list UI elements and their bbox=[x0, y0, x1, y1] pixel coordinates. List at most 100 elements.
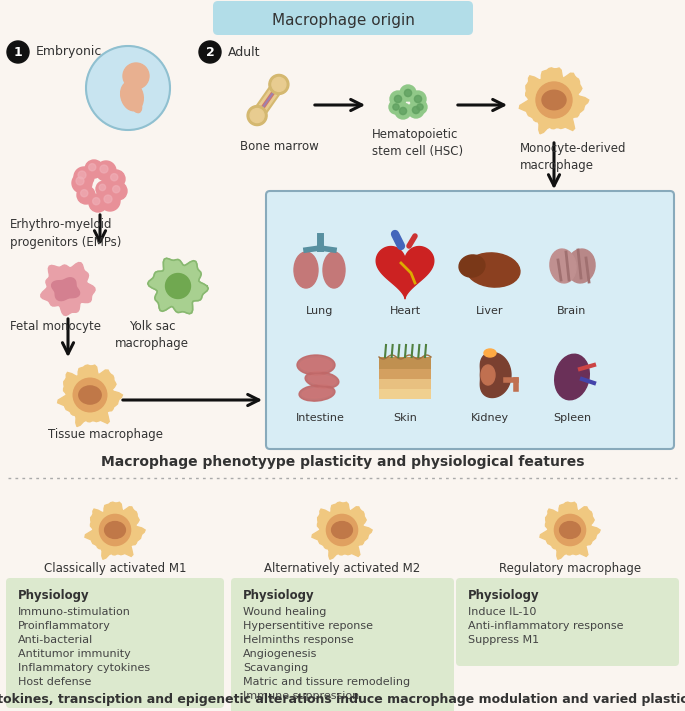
Ellipse shape bbox=[302, 387, 332, 398]
FancyBboxPatch shape bbox=[213, 1, 473, 35]
Text: Host defense: Host defense bbox=[18, 677, 91, 687]
Ellipse shape bbox=[121, 81, 143, 111]
Ellipse shape bbox=[305, 372, 339, 388]
Text: Immuno-stimulation: Immuno-stimulation bbox=[18, 607, 131, 617]
Circle shape bbox=[7, 41, 29, 63]
Polygon shape bbox=[312, 502, 372, 560]
Ellipse shape bbox=[555, 354, 589, 400]
Ellipse shape bbox=[105, 522, 125, 538]
Circle shape bbox=[88, 164, 96, 171]
FancyBboxPatch shape bbox=[379, 379, 431, 389]
Circle shape bbox=[100, 191, 120, 211]
Text: Adult: Adult bbox=[228, 46, 260, 58]
Circle shape bbox=[199, 41, 221, 63]
Ellipse shape bbox=[567, 249, 595, 283]
FancyBboxPatch shape bbox=[379, 357, 431, 369]
Polygon shape bbox=[51, 278, 79, 301]
Circle shape bbox=[86, 46, 170, 130]
Text: Physiology: Physiology bbox=[243, 589, 314, 602]
Text: Cytokines, transciption and epigenetic alterations induce macrophage modulation : Cytokines, transciption and epigenetic a… bbox=[0, 693, 685, 707]
Polygon shape bbox=[480, 353, 511, 397]
Circle shape bbox=[85, 160, 103, 178]
Circle shape bbox=[166, 274, 190, 299]
Ellipse shape bbox=[130, 95, 142, 112]
Circle shape bbox=[408, 102, 424, 118]
Circle shape bbox=[73, 378, 107, 412]
Ellipse shape bbox=[484, 349, 496, 357]
Text: Regulatory macrophage: Regulatory macrophage bbox=[499, 562, 641, 575]
Circle shape bbox=[78, 171, 86, 179]
Text: Brain: Brain bbox=[558, 306, 586, 316]
FancyBboxPatch shape bbox=[231, 578, 454, 711]
Circle shape bbox=[326, 514, 358, 545]
Polygon shape bbox=[58, 365, 123, 427]
Circle shape bbox=[413, 100, 427, 114]
Circle shape bbox=[400, 85, 416, 101]
Polygon shape bbox=[148, 258, 208, 314]
Text: Bone marrow: Bone marrow bbox=[240, 140, 319, 153]
Ellipse shape bbox=[323, 252, 345, 288]
Text: Wound healing: Wound healing bbox=[243, 607, 326, 617]
Text: Yolk sac
macrophage: Yolk sac macrophage bbox=[115, 320, 189, 350]
Text: Spleen: Spleen bbox=[553, 413, 591, 423]
Text: Proinflammatory: Proinflammatory bbox=[18, 621, 111, 631]
Circle shape bbox=[417, 104, 423, 110]
Polygon shape bbox=[540, 502, 600, 560]
Text: Hematopoietic
stem cell (HSC): Hematopoietic stem cell (HSC) bbox=[372, 128, 463, 158]
Circle shape bbox=[269, 75, 289, 95]
FancyBboxPatch shape bbox=[379, 369, 431, 379]
Circle shape bbox=[99, 514, 131, 545]
Circle shape bbox=[104, 195, 112, 203]
Text: Immune suppression: Immune suppression bbox=[243, 691, 359, 701]
Circle shape bbox=[81, 190, 88, 197]
Ellipse shape bbox=[481, 365, 495, 385]
Circle shape bbox=[123, 63, 149, 89]
Text: Physiology: Physiology bbox=[468, 589, 540, 602]
Circle shape bbox=[112, 186, 120, 193]
Text: Liver: Liver bbox=[476, 306, 503, 316]
Text: Heart: Heart bbox=[390, 306, 421, 316]
Text: Lung: Lung bbox=[306, 306, 334, 316]
Text: Alternatively activated M2: Alternatively activated M2 bbox=[264, 562, 420, 575]
Ellipse shape bbox=[550, 249, 576, 283]
Ellipse shape bbox=[332, 522, 352, 538]
Circle shape bbox=[77, 186, 95, 204]
Text: Scavanging: Scavanging bbox=[243, 663, 308, 673]
Ellipse shape bbox=[560, 522, 580, 538]
Text: Inflammatory cytokines: Inflammatory cytokines bbox=[18, 663, 150, 673]
Ellipse shape bbox=[299, 385, 335, 401]
Circle shape bbox=[554, 514, 586, 545]
Circle shape bbox=[72, 173, 92, 193]
Text: Fetal monocyte: Fetal monocyte bbox=[10, 320, 101, 333]
Circle shape bbox=[536, 82, 572, 118]
Text: Embryonic: Embryonic bbox=[36, 46, 102, 58]
Circle shape bbox=[74, 167, 94, 187]
Text: Intestine: Intestine bbox=[295, 413, 345, 423]
FancyBboxPatch shape bbox=[6, 578, 224, 708]
Circle shape bbox=[389, 100, 403, 114]
Circle shape bbox=[109, 182, 127, 200]
Circle shape bbox=[414, 95, 421, 102]
Text: Physiology: Physiology bbox=[18, 589, 90, 602]
Circle shape bbox=[76, 177, 84, 185]
Circle shape bbox=[250, 109, 264, 122]
Text: Helminths response: Helminths response bbox=[243, 635, 353, 645]
Text: Anti-inflammatory response: Anti-inflammatory response bbox=[468, 621, 623, 631]
Text: Angiogenesis: Angiogenesis bbox=[243, 649, 317, 659]
Circle shape bbox=[410, 91, 426, 107]
Circle shape bbox=[393, 104, 399, 110]
Polygon shape bbox=[85, 502, 145, 560]
Circle shape bbox=[272, 77, 286, 92]
Text: Hypersentitive reponse: Hypersentitive reponse bbox=[243, 621, 373, 631]
Ellipse shape bbox=[300, 358, 332, 372]
Circle shape bbox=[390, 91, 406, 107]
Text: 2: 2 bbox=[206, 46, 214, 58]
Ellipse shape bbox=[121, 82, 132, 97]
Text: Classically activated M1: Classically activated M1 bbox=[44, 562, 186, 575]
Ellipse shape bbox=[466, 253, 520, 287]
Circle shape bbox=[404, 90, 412, 97]
Text: Anti-bacterial: Anti-bacterial bbox=[18, 635, 93, 645]
Text: Tissue macrophage: Tissue macrophage bbox=[48, 428, 163, 441]
Circle shape bbox=[89, 194, 107, 212]
Circle shape bbox=[99, 184, 105, 191]
